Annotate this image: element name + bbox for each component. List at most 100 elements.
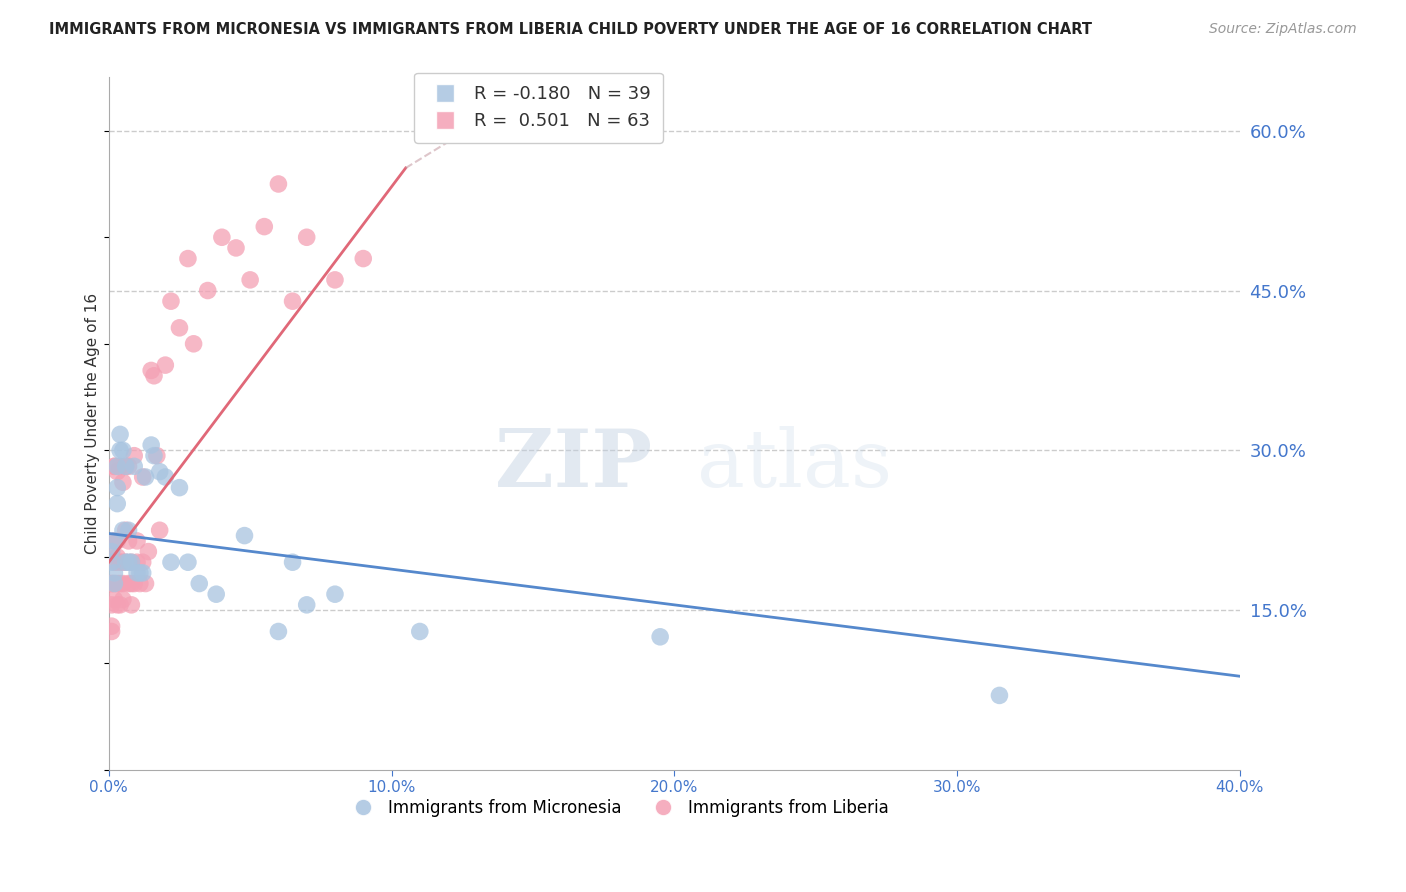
- Point: [211, 230, 233, 244]
- Point: [100, 624, 122, 639]
- Point: [103, 555, 125, 569]
- Point: [131, 470, 153, 484]
- Text: Source: ZipAtlas.com: Source: ZipAtlas.com: [1209, 22, 1357, 37]
- Point: [117, 459, 139, 474]
- Point: [111, 475, 134, 490]
- Point: [149, 465, 172, 479]
- Point: [117, 576, 139, 591]
- Point: [188, 576, 211, 591]
- Point: [114, 555, 136, 569]
- Point: [177, 555, 200, 569]
- Point: [267, 624, 290, 639]
- Point: [155, 358, 177, 372]
- Point: [253, 219, 276, 234]
- Point: [135, 470, 157, 484]
- Point: [239, 273, 262, 287]
- Point: [295, 598, 318, 612]
- Point: [323, 587, 346, 601]
- Point: [267, 177, 290, 191]
- Point: [122, 449, 145, 463]
- Point: [169, 481, 191, 495]
- Point: [111, 523, 134, 537]
- Point: [131, 555, 153, 569]
- Point: [225, 241, 247, 255]
- Point: [108, 459, 131, 474]
- Point: [120, 555, 142, 569]
- Legend: Immigrants from Micronesia, Immigrants from Liberia: Immigrants from Micronesia, Immigrants f…: [340, 793, 896, 824]
- Point: [352, 252, 374, 266]
- Point: [103, 459, 125, 474]
- Point: [183, 336, 205, 351]
- Point: [100, 576, 122, 591]
- Point: [143, 449, 166, 463]
- Point: [122, 576, 145, 591]
- Point: [114, 523, 136, 537]
- Point: [160, 294, 183, 309]
- Point: [120, 555, 142, 569]
- Text: IMMIGRANTS FROM MICRONESIA VS IMMIGRANTS FROM LIBERIA CHILD POVERTY UNDER THE AG: IMMIGRANTS FROM MICRONESIA VS IMMIGRANTS…: [49, 22, 1092, 37]
- Point: [281, 294, 304, 309]
- Text: ZIP: ZIP: [495, 426, 651, 504]
- Point: [105, 459, 128, 474]
- Point: [103, 566, 125, 580]
- Point: [100, 555, 122, 569]
- Y-axis label: Child Poverty Under the Age of 16: Child Poverty Under the Age of 16: [86, 293, 100, 554]
- Point: [138, 544, 160, 558]
- Point: [409, 624, 432, 639]
- Point: [103, 576, 125, 591]
- Point: [105, 481, 128, 495]
- Point: [197, 284, 219, 298]
- Point: [103, 533, 125, 548]
- Point: [117, 533, 139, 548]
- Point: [111, 443, 134, 458]
- Point: [114, 459, 136, 474]
- Point: [108, 427, 131, 442]
- Point: [125, 555, 148, 569]
- Point: [155, 470, 177, 484]
- Point: [295, 230, 318, 244]
- Point: [105, 598, 128, 612]
- Point: [141, 363, 163, 377]
- Point: [143, 368, 166, 383]
- Point: [100, 576, 122, 591]
- Point: [108, 598, 131, 612]
- Point: [146, 449, 169, 463]
- Point: [160, 555, 183, 569]
- Point: [233, 528, 256, 542]
- Point: [103, 592, 125, 607]
- Point: [988, 689, 1011, 703]
- Point: [131, 566, 153, 580]
- Point: [100, 619, 122, 633]
- Point: [100, 544, 122, 558]
- Point: [105, 576, 128, 591]
- Point: [111, 576, 134, 591]
- Point: [111, 592, 134, 607]
- Point: [105, 549, 128, 564]
- Point: [100, 544, 122, 558]
- Text: atlas: atlas: [697, 426, 891, 504]
- Point: [108, 443, 131, 458]
- Point: [117, 555, 139, 569]
- Point: [108, 555, 131, 569]
- Point: [650, 630, 672, 644]
- Point: [105, 555, 128, 569]
- Point: [100, 598, 122, 612]
- Point: [125, 533, 148, 548]
- Point: [128, 576, 150, 591]
- Point: [141, 438, 163, 452]
- Point: [111, 555, 134, 569]
- Point: [103, 459, 125, 474]
- Point: [105, 533, 128, 548]
- Point: [125, 566, 148, 580]
- Point: [122, 459, 145, 474]
- Point: [114, 555, 136, 569]
- Point: [103, 533, 125, 548]
- Point: [128, 566, 150, 580]
- Point: [108, 576, 131, 591]
- Point: [117, 523, 139, 537]
- Point: [105, 465, 128, 479]
- Point: [323, 273, 346, 287]
- Point: [114, 459, 136, 474]
- Point: [120, 598, 142, 612]
- Point: [281, 555, 304, 569]
